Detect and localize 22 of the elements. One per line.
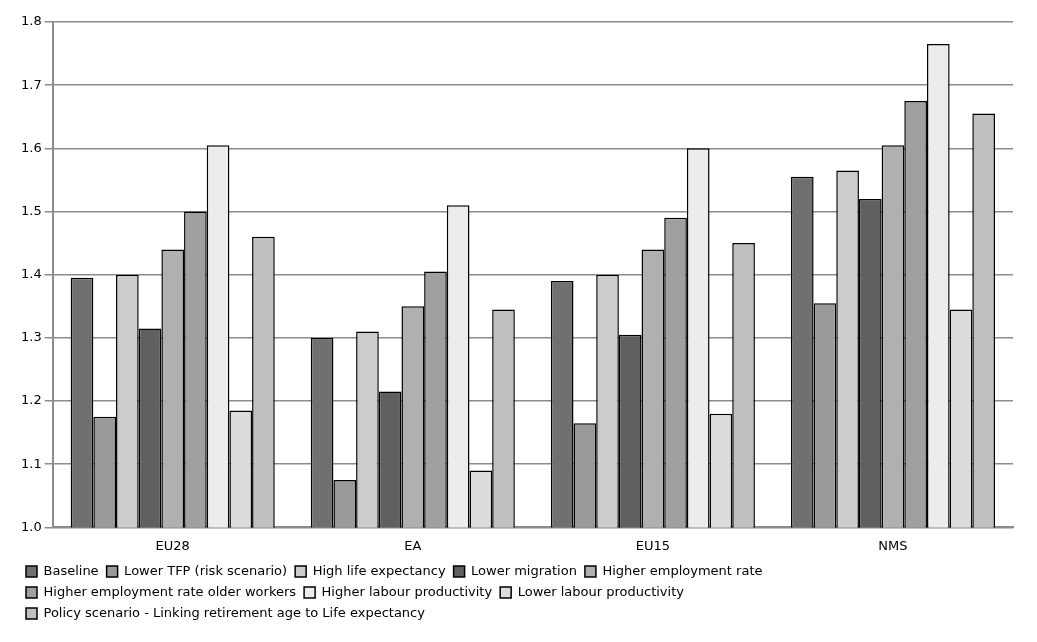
y-tick-label: 1.2 <box>20 392 42 408</box>
legend-label: Lower migration <box>471 562 577 578</box>
y-tick-label: 1.6 <box>20 139 42 155</box>
x-tick-label: EU28 <box>155 537 190 553</box>
y-tick-label: 1.8 <box>20 13 42 29</box>
y-tick-label: 1.0 <box>20 518 42 534</box>
y-tick-label: 1.7 <box>20 76 42 92</box>
legend-label: Lower TFP (risk scenario) <box>124 562 288 578</box>
legend-label: Lower labour productivity <box>517 583 685 599</box>
legend-label: Policy scenario - Linking retirement age to Life expectancy <box>43 604 426 620</box>
y-tick-label: 1.5 <box>20 202 42 218</box>
legend-label: Higher employment rate older workers <box>43 583 297 599</box>
x-tick-label: EU15 <box>635 537 671 553</box>
x-tick-label: NMS <box>878 537 908 553</box>
y-tick-label: 1.1 <box>20 455 42 471</box>
legend-label: Baseline <box>43 562 99 578</box>
y-tick-label: 1.4 <box>20 266 42 282</box>
y-tick-label: 1.3 <box>20 329 42 345</box>
legend-label: Higher labour productivity <box>321 583 493 599</box>
x-tick-label: EA <box>404 537 422 553</box>
legend-label: Higher employment rate <box>602 562 763 578</box>
legend-label: High life expectancy <box>312 562 446 578</box>
